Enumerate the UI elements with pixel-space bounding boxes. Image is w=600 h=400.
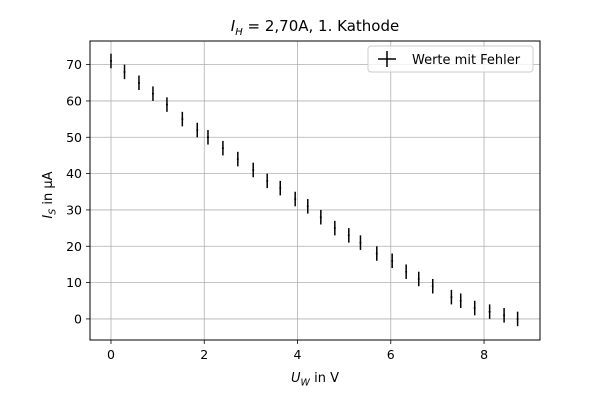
legend-label: Werte mit Fehler [412, 53, 521, 68]
data-point [166, 97, 168, 112]
data-point [459, 293, 462, 309]
data-point [375, 246, 378, 261]
data-point [473, 300, 476, 316]
chart-title: IH = 2,70A, 1. Kathode [231, 17, 399, 38]
data-point [391, 253, 394, 269]
y-tick-label: 20 [66, 239, 82, 254]
x-tick-label: 4 [294, 347, 302, 362]
data-point [181, 111, 184, 127]
y-tick-label: 0 [74, 311, 82, 326]
data-point [279, 180, 282, 196]
data-point [196, 122, 199, 138]
y-tick-label: 10 [66, 275, 82, 290]
data-point [207, 130, 209, 145]
data-point [110, 53, 112, 69]
data-point [516, 311, 519, 327]
data-point [236, 151, 239, 167]
legend-errorbar-icon [378, 51, 396, 67]
data-point [319, 209, 322, 225]
y-axis-label: IS in µA [41, 171, 59, 218]
grid [90, 41, 540, 340]
data-point [503, 308, 506, 323]
data-point [417, 271, 420, 287]
data-point [488, 304, 491, 319]
y-tick-label: 30 [66, 202, 82, 217]
legend: Werte mit Fehler [367, 45, 534, 73]
x-tick-label: 0 [107, 347, 115, 362]
ticks: 0 2 4 6 8 0 10 20 30 40 50 60 70 [66, 57, 488, 362]
data-point [431, 278, 434, 294]
data-series [110, 53, 519, 327]
x-tick-label: 2 [200, 347, 208, 362]
data-point [152, 86, 154, 101]
data-point [221, 140, 224, 156]
data-point [266, 173, 269, 189]
data-point [138, 75, 140, 91]
axes-frame [89, 40, 541, 341]
data-point [450, 289, 453, 305]
x-tick-label: 8 [480, 347, 488, 362]
data-point [347, 228, 350, 243]
x-axis-label: UW in V [291, 371, 339, 389]
y-tick-label: 70 [66, 57, 82, 72]
data-point [306, 199, 309, 214]
y-tick-label: 60 [66, 93, 82, 108]
y-tick-label: 40 [66, 166, 82, 181]
data-point [294, 191, 297, 207]
data-point [359, 235, 362, 250]
data-point [333, 220, 336, 236]
x-tick-label: 6 [387, 347, 395, 362]
legend-box [367, 45, 534, 73]
data-point [252, 162, 255, 178]
data-point [405, 264, 408, 279]
data-point [123, 64, 126, 80]
y-tick-label: 50 [66, 130, 82, 145]
